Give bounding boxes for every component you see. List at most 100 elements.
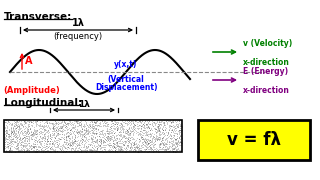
Point bbox=[61, 125, 66, 128]
Point bbox=[107, 131, 112, 134]
Point bbox=[64, 119, 69, 122]
Point bbox=[8, 137, 13, 140]
Point bbox=[138, 126, 143, 129]
Point bbox=[93, 126, 98, 129]
Point bbox=[49, 150, 54, 153]
Point bbox=[151, 121, 156, 124]
Point bbox=[176, 119, 181, 122]
Point bbox=[117, 133, 123, 136]
Point bbox=[46, 121, 52, 124]
Point bbox=[132, 142, 137, 145]
Point bbox=[169, 135, 174, 138]
Point bbox=[99, 133, 104, 136]
Point bbox=[131, 124, 136, 127]
Point bbox=[172, 132, 177, 135]
Point bbox=[150, 144, 156, 147]
Point bbox=[127, 125, 132, 128]
Point bbox=[92, 149, 98, 152]
Point bbox=[108, 129, 114, 132]
Point bbox=[70, 140, 76, 143]
Point bbox=[50, 143, 55, 146]
Point bbox=[9, 132, 14, 134]
Point bbox=[113, 143, 118, 146]
Point bbox=[25, 136, 30, 139]
Point bbox=[77, 147, 83, 150]
Point bbox=[11, 131, 16, 134]
Point bbox=[65, 122, 70, 125]
Point bbox=[27, 150, 32, 153]
Point bbox=[136, 119, 141, 122]
Point bbox=[57, 126, 62, 129]
Point bbox=[155, 126, 160, 129]
Point bbox=[8, 143, 13, 146]
Point bbox=[122, 135, 127, 138]
Point bbox=[161, 138, 166, 141]
Point bbox=[68, 130, 73, 133]
Point bbox=[102, 124, 107, 127]
Point bbox=[89, 137, 94, 140]
Point bbox=[178, 125, 183, 128]
Point bbox=[26, 129, 31, 132]
Point bbox=[170, 146, 175, 149]
Point bbox=[69, 136, 74, 138]
Point bbox=[53, 130, 58, 133]
Point bbox=[70, 141, 75, 144]
Point bbox=[145, 142, 150, 145]
Point bbox=[45, 138, 50, 141]
Point bbox=[136, 134, 141, 137]
Point bbox=[9, 139, 14, 142]
Point bbox=[32, 150, 37, 153]
Point bbox=[136, 131, 141, 134]
Point bbox=[28, 126, 33, 129]
Point bbox=[157, 143, 163, 146]
Point bbox=[9, 130, 14, 133]
Point bbox=[131, 125, 136, 127]
Point bbox=[69, 139, 74, 142]
Point bbox=[29, 137, 34, 140]
Point bbox=[17, 138, 22, 141]
Point bbox=[61, 140, 67, 143]
Point bbox=[70, 122, 76, 125]
Point bbox=[48, 132, 53, 135]
Point bbox=[175, 136, 180, 139]
Point bbox=[130, 121, 135, 124]
Point bbox=[177, 144, 182, 147]
Point bbox=[172, 133, 177, 136]
Point bbox=[155, 120, 160, 123]
Point bbox=[141, 149, 147, 152]
Point bbox=[157, 133, 163, 136]
Point bbox=[139, 145, 144, 148]
Point bbox=[91, 124, 96, 127]
Point bbox=[12, 121, 18, 124]
Point bbox=[38, 124, 43, 127]
Point bbox=[45, 134, 51, 137]
Point bbox=[114, 134, 119, 137]
Point bbox=[159, 137, 164, 140]
Point bbox=[127, 149, 132, 152]
Point bbox=[20, 125, 26, 127]
Point bbox=[87, 149, 92, 152]
Point bbox=[95, 150, 100, 153]
Point bbox=[141, 122, 146, 125]
Point bbox=[168, 145, 173, 148]
Point bbox=[54, 126, 59, 129]
Point bbox=[10, 123, 15, 126]
Point bbox=[130, 120, 135, 123]
Point bbox=[146, 119, 151, 122]
Point bbox=[55, 143, 60, 145]
Point bbox=[27, 147, 32, 149]
Point bbox=[68, 132, 74, 135]
Point bbox=[84, 137, 89, 140]
Point bbox=[27, 139, 32, 142]
Point bbox=[37, 134, 42, 137]
Point bbox=[21, 149, 27, 152]
Point bbox=[70, 129, 75, 132]
Point bbox=[103, 141, 108, 144]
Point bbox=[105, 127, 110, 130]
Point bbox=[154, 137, 159, 140]
Point bbox=[83, 132, 88, 135]
Point bbox=[100, 150, 105, 153]
Point bbox=[5, 144, 10, 147]
Point bbox=[125, 130, 130, 133]
Point bbox=[12, 123, 17, 126]
